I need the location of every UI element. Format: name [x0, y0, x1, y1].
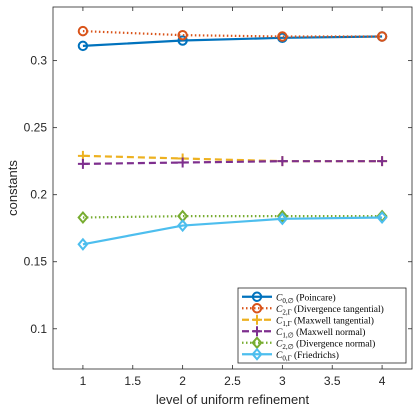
series-2	[77, 25, 388, 42]
y-tick-label: 0.2	[30, 188, 47, 202]
y-axis-ticks: 0.1 0.15 0.2 0.25 0.3	[24, 54, 412, 336]
legend-label: C0,∅ (Poincare)	[276, 292, 336, 305]
data-point	[376, 210, 388, 225]
data-point	[177, 157, 188, 168]
x-axis-label: level of uniform refinement	[156, 392, 310, 407]
legend-entry: C0,∅ (Poincare)	[242, 291, 336, 305]
data-point	[376, 31, 388, 42]
series-6	[77, 210, 388, 251]
legend-entry: C1,Γ (Maxwell tangential)	[242, 314, 374, 328]
legend-label: C2,Γ (Divergence tangential)	[276, 304, 384, 317]
legend-marker	[251, 347, 263, 361]
legend-box	[237, 287, 407, 364]
data-point	[77, 237, 89, 251]
x-tick-label: 3.5	[324, 374, 341, 388]
x-tick-label: 1.5	[124, 374, 141, 388]
data-point	[77, 40, 89, 52]
legend-label: C0,Γ (Friedrichs)	[276, 350, 339, 363]
y-tick-label: 0.15	[24, 255, 48, 269]
legend-label: C2,∅ (Divergence normal)	[276, 338, 375, 351]
legend-marker	[251, 291, 263, 302]
series-layer	[77, 25, 388, 251]
legend-label: C1,Γ (Maxwell tangential)	[276, 315, 374, 328]
legend-entry: C1,∅ (Maxwell normal)	[242, 326, 365, 339]
data-point	[77, 25, 89, 37]
y-axis-label: constants	[5, 160, 20, 216]
x-tick-label: 4	[379, 374, 386, 388]
y-tick-label: 0.3	[30, 54, 47, 68]
data-point	[177, 218, 189, 233]
series-line	[82, 215, 383, 219]
legend-label: C1,∅ (Maxwell normal)	[276, 327, 365, 340]
data-point	[177, 35, 188, 46]
series-line	[82, 160, 383, 165]
data-point	[177, 29, 188, 41]
x-axis-ticks: 1 1.5 2 2.5 3 3.5 4	[80, 7, 386, 388]
data-point	[377, 156, 388, 167]
series-line	[82, 30, 383, 38]
legend-entry: C2,Γ (Divergence tangential)	[242, 303, 384, 317]
legend-marker	[251, 303, 263, 314]
data-point	[277, 31, 288, 42]
data-point	[276, 212, 288, 226]
y-tick-label: 0.25	[24, 121, 48, 135]
x-tick-label: 2.5	[224, 374, 241, 388]
series-4	[77, 156, 388, 169]
x-tick-label: 3	[279, 374, 286, 388]
legend-entry: C0,Γ (Friedrichs)	[242, 347, 339, 363]
data-point	[77, 210, 89, 225]
series-line	[82, 154, 383, 163]
data-point	[77, 158, 88, 169]
y-tick-label: 0.1	[30, 322, 47, 336]
data-point	[277, 156, 288, 167]
x-tick-label: 2	[179, 374, 186, 388]
legend: C0,∅ (Poincare)C2,Γ (Divergence tangenti…	[237, 287, 407, 364]
data-point	[276, 209, 288, 223]
series-line	[82, 216, 383, 246]
legend-marker	[252, 314, 262, 325]
x-tick-label: 1	[80, 374, 87, 388]
legend-marker	[252, 326, 262, 337]
